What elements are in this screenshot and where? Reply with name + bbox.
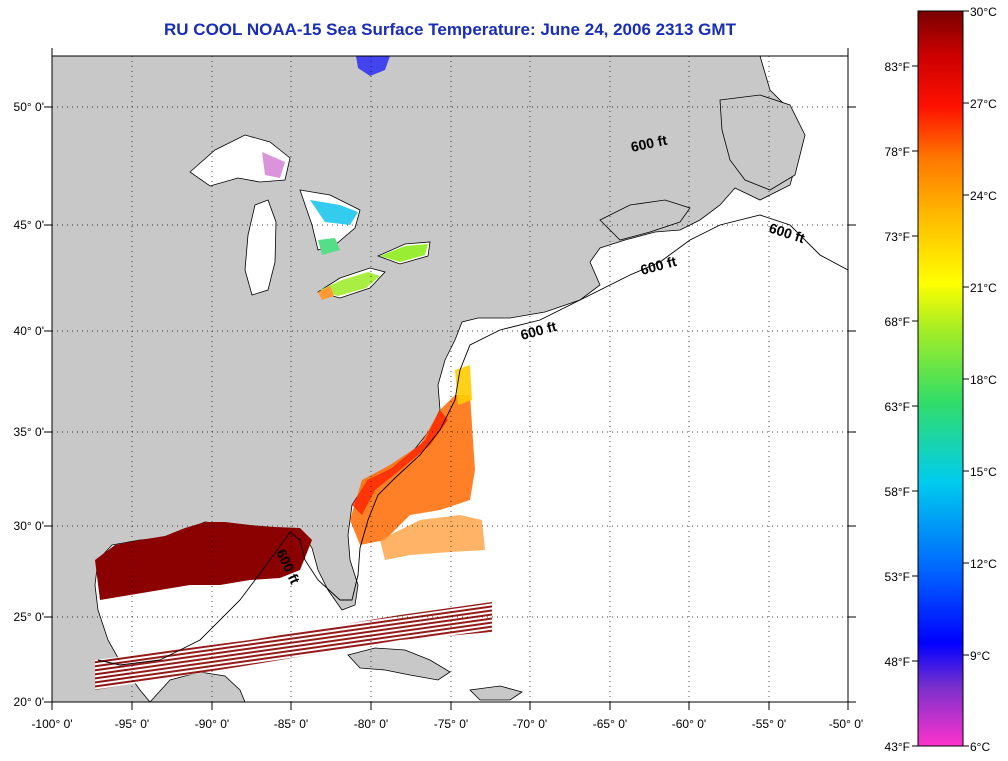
lat-label-50: 50° 0' bbox=[14, 100, 44, 114]
lon-label-85: -85° 0' bbox=[274, 717, 308, 731]
bathymetry-contour-gulf bbox=[97, 531, 291, 666]
lon-label-75: -75° 0' bbox=[434, 717, 468, 731]
land-newfoundland bbox=[719, 94, 806, 191]
lon-label-60: -60° 0' bbox=[672, 717, 706, 731]
land-hispaniola bbox=[469, 685, 523, 701]
land-nova-scotia bbox=[599, 199, 691, 241]
lon-label-95: -95° 0' bbox=[115, 717, 149, 731]
lon-label-50: -50° 0' bbox=[829, 717, 863, 731]
lake-ontario-sst bbox=[380, 244, 428, 262]
gulf-sst-band bbox=[95, 602, 492, 690]
lat-label-25: 25° 0' bbox=[14, 610, 44, 624]
map-frame bbox=[51, 55, 849, 703]
fahrenheit-label-83: 83°F bbox=[885, 60, 910, 74]
fahrenheit-label-78: 78°F bbox=[885, 145, 910, 159]
lake-erie-sst bbox=[320, 272, 380, 296]
lake-huron-sst-green bbox=[318, 238, 340, 255]
celsius-label-18: 18°C bbox=[970, 373, 997, 387]
fahrenheit-label-68: 68°F bbox=[885, 315, 910, 329]
hudson-bay-sst bbox=[356, 56, 390, 76]
lake-michigan bbox=[244, 199, 277, 296]
colorbar-fahrenheit-labels: 83°F 78°F 73°F 68°F 63°F 58°F 53°F 48°F … bbox=[885, 60, 910, 754]
lake-erie-sst-orange bbox=[318, 286, 334, 300]
lon-label-65: -65° 0' bbox=[593, 717, 627, 731]
celsius-label-27: 27°C bbox=[970, 97, 997, 111]
celsius-label-21: 21°C bbox=[970, 281, 997, 295]
atlantic-sst-south bbox=[350, 395, 475, 545]
lon-label-70: -70° 0' bbox=[513, 717, 547, 731]
lake-superior-sst bbox=[195, 142, 280, 175]
lon-label-100: -100° 0' bbox=[31, 717, 72, 731]
colorbar-ticks bbox=[912, 10, 969, 747]
lat-label-20: 20° 0' bbox=[14, 695, 44, 709]
lat-label-30: 30° 0' bbox=[14, 519, 44, 533]
latitude-labels: 50° 0' 45° 0' 40° 0' 35° 0' 30° 0' 25° 0… bbox=[14, 100, 44, 709]
atlantic-sst-red bbox=[352, 410, 448, 515]
land-cuba bbox=[347, 647, 451, 681]
lake-superior-sst-purple bbox=[262, 152, 285, 178]
fahrenheit-label-43: 43°F bbox=[885, 740, 910, 754]
lake-huron-sst bbox=[310, 200, 358, 225]
color-scale-bar bbox=[917, 10, 964, 747]
fahrenheit-label-63: 63°F bbox=[885, 400, 910, 414]
bathymetry-contour-600ft bbox=[289, 214, 848, 601]
lat-label-40: 40° 0' bbox=[14, 324, 44, 338]
fahrenheit-label-53: 53°F bbox=[885, 570, 910, 584]
celsius-label-12: 12°C bbox=[970, 557, 997, 571]
colorbar-celsius-labels: 30°C 27°C 24°C 21°C 18°C 15°C 12°C 9°C 6… bbox=[970, 5, 997, 754]
lat-label-45: 45° 0' bbox=[14, 218, 44, 232]
longitude-labels: -100° 0' -95° 0' -90° 0' -85° 0' -80° 0'… bbox=[31, 717, 863, 731]
celsius-label-6: 6°C bbox=[970, 740, 990, 754]
contour-label-gulf-st-lawrence: 600 ft bbox=[629, 132, 668, 155]
celsius-label-24: 24°C bbox=[970, 189, 997, 203]
fahrenheit-label-48: 48°F bbox=[885, 655, 910, 669]
lat-label-35: 35° 0' bbox=[14, 425, 44, 439]
celsius-label-15: 15°C bbox=[970, 465, 997, 479]
atlantic-sst-lower bbox=[380, 515, 485, 560]
fahrenheit-label-58: 58°F bbox=[885, 485, 910, 499]
land-yucatan bbox=[149, 671, 246, 702]
celsius-label-30: 30°C bbox=[970, 5, 997, 19]
lon-label-90: -90° 0' bbox=[195, 717, 229, 731]
map-title: RU COOL NOAA-15 Sea Surface Temperature:… bbox=[164, 20, 736, 39]
lon-label-80: -80° 0' bbox=[354, 717, 388, 731]
gulf-sst-north bbox=[95, 522, 312, 600]
celsius-label-9: 9°C bbox=[970, 649, 990, 663]
fahrenheit-label-73: 73°F bbox=[885, 230, 910, 244]
lon-label-55: -55° 0' bbox=[752, 717, 786, 731]
axis-ticks bbox=[44, 48, 856, 710]
